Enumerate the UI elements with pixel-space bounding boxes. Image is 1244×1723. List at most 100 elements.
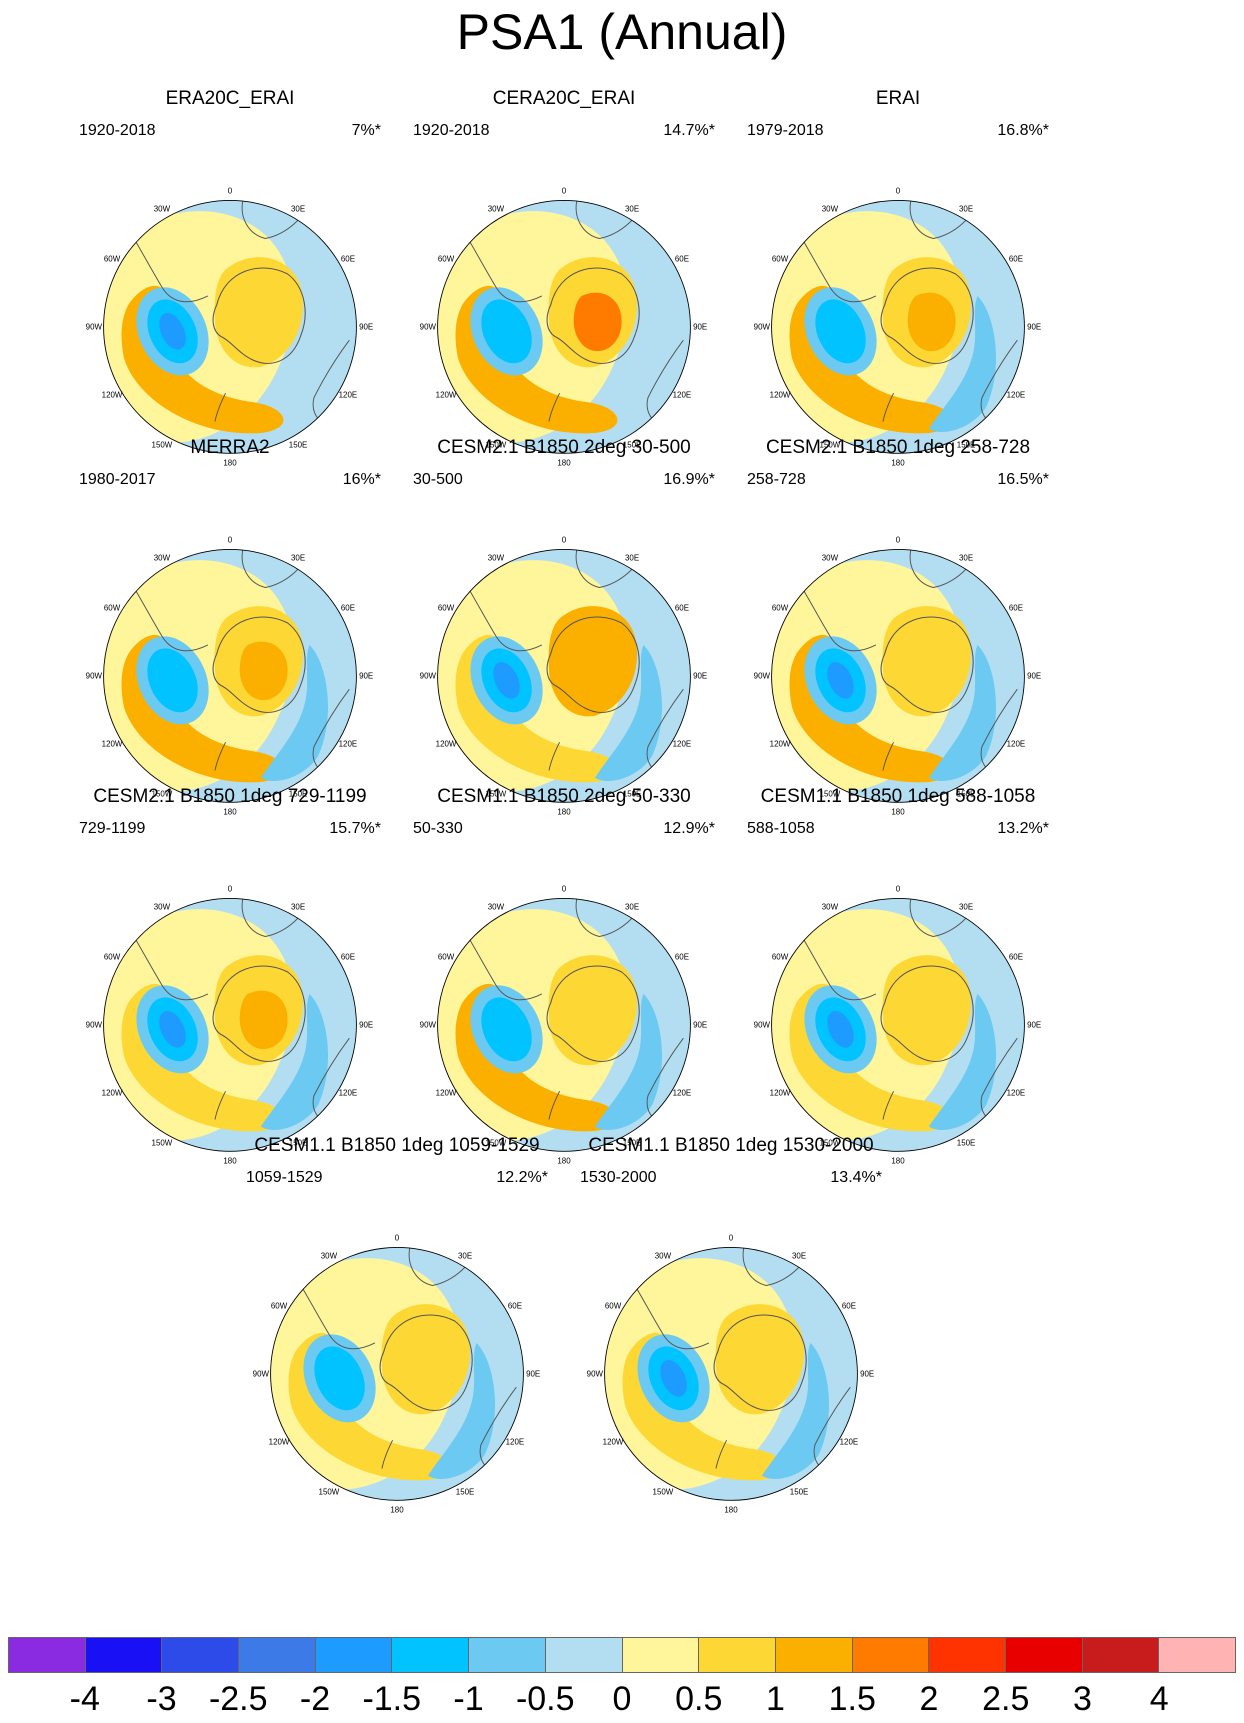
longitude-label: 150W — [653, 1487, 674, 1496]
colorbar-box — [315, 1638, 393, 1672]
map-panel: CESM2.1 B1850 1deg 258-728 258-728 16.5%* 0… — [733, 437, 1063, 817]
longitude-label: 150E — [456, 1487, 475, 1496]
colorbar-box — [775, 1638, 853, 1672]
longitude-label: 30E — [291, 903, 305, 912]
longitude-label: 180 — [223, 459, 237, 468]
longitude-label: 60W — [772, 254, 789, 263]
polar-map: 0 30E 60E 90E 120E 150E 180 150W 120W 90W 60W 30W — [86, 884, 374, 1165]
colorbar-box — [85, 1638, 163, 1672]
longitude-label: 90W — [754, 672, 771, 681]
longitude-label: 60E — [675, 254, 689, 263]
new-zealand-outline — [214, 392, 227, 422]
longitude-label: 150W — [152, 1138, 173, 1147]
map-border — [103, 549, 357, 803]
longitude-label: 90E — [526, 1370, 540, 1379]
longitude-label: 90E — [1027, 1021, 1041, 1030]
longitude-label: 180 — [724, 1506, 738, 1515]
map-panel: ERAI 1979-2018 16.8%* 0 30E 60E 90E 120E 150E 180… — [733, 88, 1063, 468]
longitude-label: 90W — [754, 323, 771, 332]
longitude-label: 120W — [770, 740, 791, 749]
longitude-label: 180 — [557, 808, 571, 817]
antarctica-outline — [212, 616, 306, 713]
longitude-label: 180 — [891, 1157, 905, 1166]
map-border — [771, 200, 1025, 454]
colorbar-tick-label: 1 — [766, 1680, 785, 1718]
panel-variance: 16.9%* — [663, 471, 715, 488]
contour-low-core — [827, 313, 854, 350]
antarctica-outline — [546, 616, 640, 713]
contour-low-core — [827, 662, 854, 699]
contour-eastern-high-core — [239, 641, 288, 701]
colorbar-tick-label: -2 — [299, 1680, 331, 1718]
panel-period: 1920-2018 — [413, 122, 490, 139]
longitude-label: 120W — [436, 740, 457, 749]
new-zealand-outline — [214, 1090, 227, 1120]
antarctica-outline — [713, 1314, 807, 1411]
map-border — [437, 898, 691, 1152]
contour-eastern-low — [260, 644, 329, 781]
longitude-label: 180 — [223, 1157, 237, 1166]
map-panel: CESM1.1 B1850 1deg 1059-1529 1059-1529 12.… — [232, 1135, 562, 1515]
map-panel: CESM1.1 B1850 2deg 50-330 50-330 12.9%* 0 30… — [399, 786, 729, 1166]
panel-period: 258-728 — [747, 471, 806, 488]
colorbar-tick-label: 3 — [1073, 1680, 1092, 1718]
contour-low-core — [827, 1011, 854, 1048]
longitude-label: 120W — [102, 1089, 123, 1098]
map-panel: CESM2.1 B1850 1deg 729-1199 729-1199 15.7%… — [65, 786, 395, 1166]
antarctica-outline — [379, 1314, 473, 1411]
antarctica-outline — [212, 267, 306, 364]
panel-title: CESM2.1 B1850 1deg 729-1199 — [93, 786, 367, 807]
longitude-label: 180 — [390, 1506, 404, 1515]
longitude-label: 30W — [321, 1252, 338, 1261]
longitude-label: 150W — [152, 440, 173, 449]
contour-eastern-high-core — [239, 292, 288, 352]
contour-eastern-low — [761, 1342, 830, 1479]
panel-period: 1979-2018 — [747, 122, 824, 139]
longitude-label: 60W — [104, 603, 121, 612]
longitude-label: 0 — [228, 535, 233, 544]
colorbar-box — [239, 1638, 316, 1672]
colorbar-labels: -4 -3 -2.5 -2 -1.5 -1 -0.5 0 0.5 1 1.5 2 2.5 3 4 — [8, 1680, 1236, 1720]
longitude-label: 60W — [271, 1301, 288, 1310]
longitude-label: 90W — [86, 1021, 103, 1030]
longitude-label: 120E — [339, 1089, 358, 1098]
longitude-label: 90W — [587, 1370, 604, 1379]
contour-eastern-high-core — [907, 292, 956, 352]
longitude-label: 90W — [420, 672, 437, 681]
longitude-label: 120E — [840, 1438, 859, 1447]
longitude-label: 30E — [625, 903, 639, 912]
longitude-label: 150E — [623, 789, 642, 798]
longitude-label: 90E — [693, 672, 707, 681]
colorbar-tick-label: 0 — [612, 1680, 632, 1718]
longitude-label: 180 — [891, 808, 905, 817]
longitude-label: 90E — [1027, 323, 1041, 332]
new-zealand-outline — [548, 741, 561, 771]
longitude-label: 150E — [623, 1138, 642, 1147]
map-panel: MERRA2 1980-2017 16%* 0 30E 60E 90E 120E 150E 180… — [65, 437, 395, 817]
map-panel: CERA20C_ERAI 1920-2018 14.7%* 0 30E 60E 90E 120… — [399, 88, 729, 468]
longitude-label: 90E — [693, 323, 707, 332]
longitude-label: 120W — [102, 740, 123, 749]
colorbar-tick-label: -4 — [69, 1680, 100, 1718]
colorbar-box — [545, 1638, 623, 1672]
longitude-label: 60W — [104, 254, 121, 263]
colorbar-box — [392, 1638, 470, 1672]
longitude-label: 0 — [228, 186, 233, 195]
panel-variance: 14.7%* — [663, 122, 715, 139]
new-zealand-outline — [381, 1439, 394, 1469]
colorbar-tick-label: -0.5 — [515, 1680, 575, 1718]
antarctica-outline — [880, 965, 974, 1062]
longitude-label: 0 — [228, 884, 233, 893]
longitude-label: 150W — [486, 1138, 507, 1147]
map-border — [437, 549, 691, 803]
longitude-label: 30W — [822, 205, 839, 214]
colorbar-tick-label: 0.5 — [675, 1680, 723, 1718]
longitude-label: 120E — [673, 1089, 692, 1098]
longitude-label: 60W — [438, 254, 455, 263]
contour-eastern-high-core — [573, 292, 622, 352]
longitude-label: 30E — [458, 1252, 472, 1261]
panel-title: ERAI — [875, 88, 921, 109]
longitude-label: 150W — [820, 789, 841, 798]
longitude-label: 90E — [359, 1021, 373, 1030]
contour-field — [270, 1247, 524, 1501]
